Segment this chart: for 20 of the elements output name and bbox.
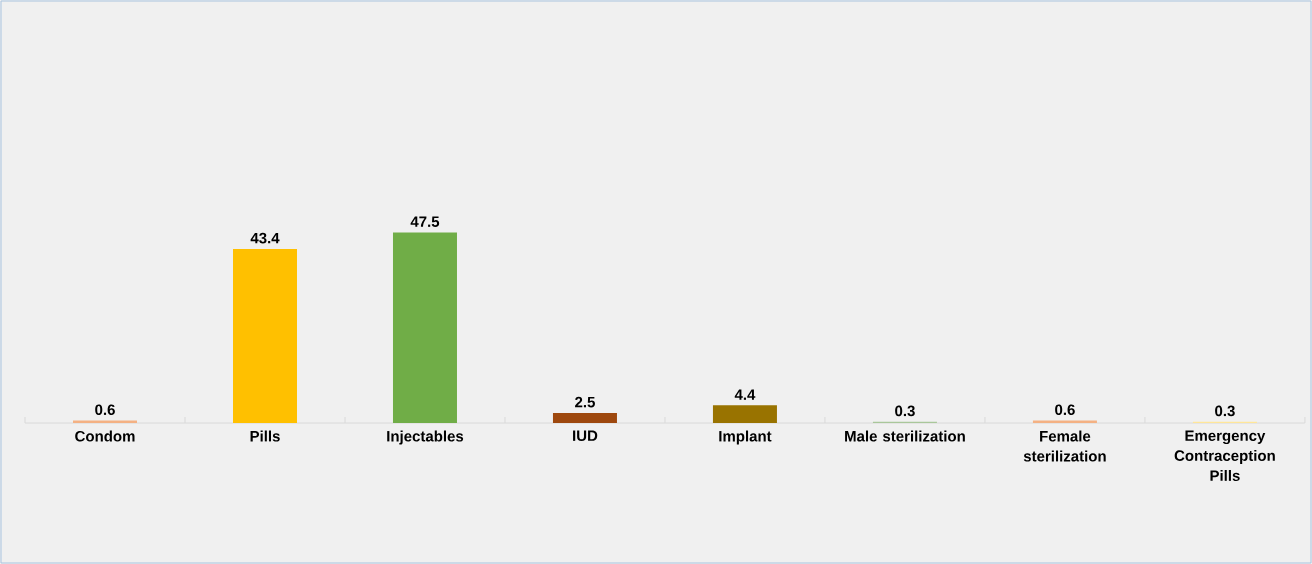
data-label: 0.6 — [95, 404, 115, 416]
x-tick-label: IUD — [573, 430, 598, 441]
bar — [712, 405, 777, 423]
data-label: 4.4 — [734, 389, 756, 400]
bar — [392, 232, 457, 423]
data-label: 0.3 — [1215, 405, 1235, 417]
x-tick-label: Condom — [75, 430, 135, 442]
data-label: 43.4 — [250, 232, 280, 244]
data-label: 0.6 — [1055, 404, 1075, 416]
data-label: 0.3 — [895, 405, 915, 417]
x-tick-label: Pills — [250, 430, 280, 442]
bar — [552, 412, 617, 423]
x-tick-label: Emergency Contraception Pills — [1174, 430, 1275, 481]
bar — [233, 248, 297, 423]
x-tick-label: Injectables — [387, 430, 464, 445]
x-tick-label: Implant — [719, 430, 772, 445]
x-tick-label: Male sterilization — [845, 430, 965, 442]
data-label: 2.5 — [575, 396, 595, 408]
x-tick-label: Female sterilization — [1023, 430, 1106, 462]
data-label: 47.5 — [410, 216, 440, 227]
